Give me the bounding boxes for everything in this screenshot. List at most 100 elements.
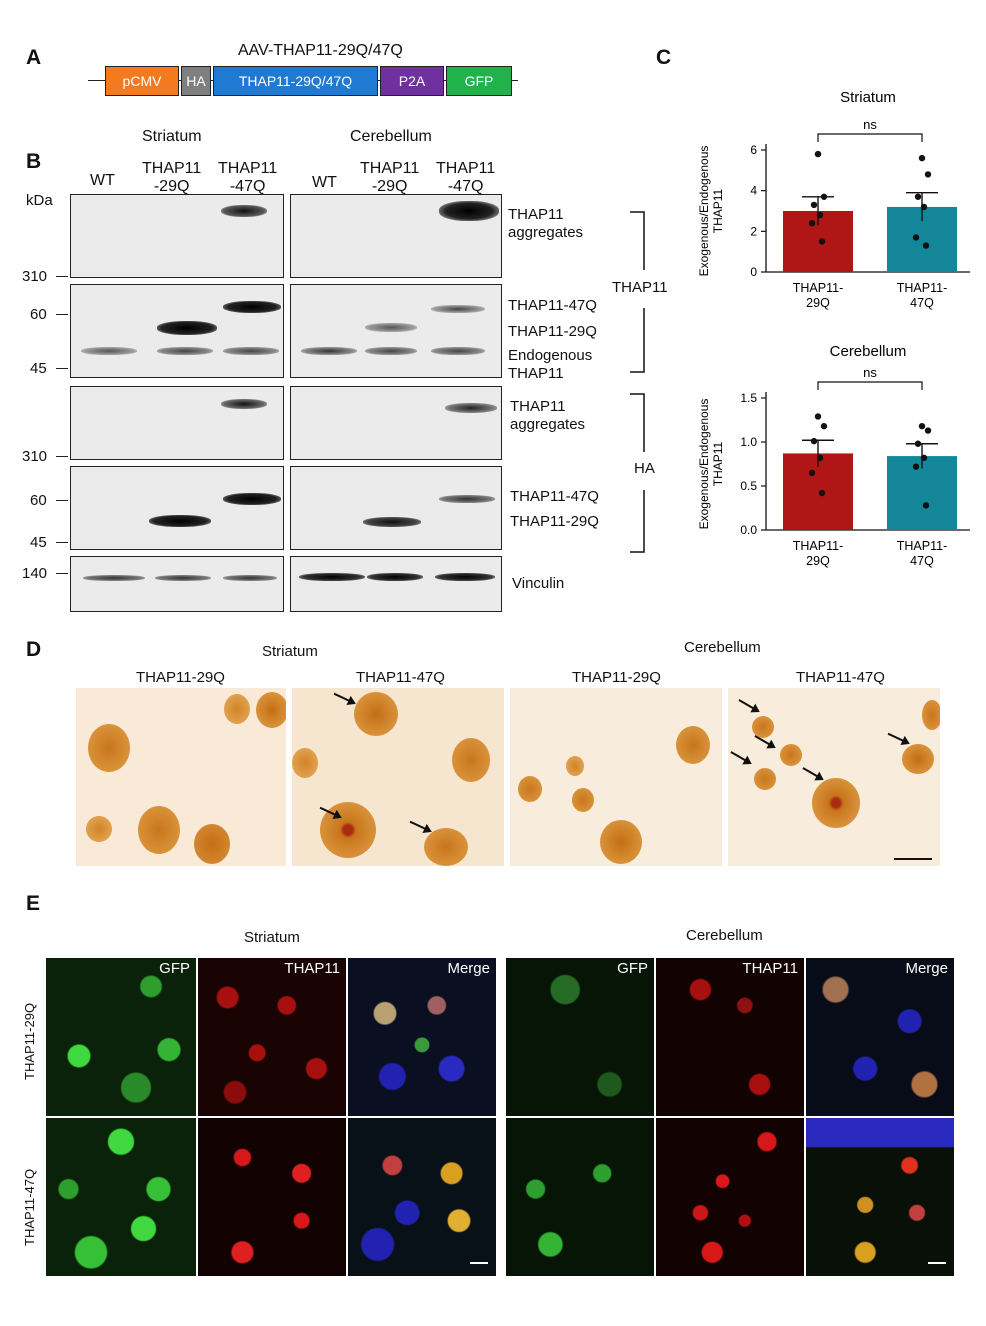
- wb-region-cerebellum: Cerebellum: [350, 128, 432, 145]
- bracket-label-thap11: THAP11: [612, 279, 668, 296]
- marker-310-a: 310: [22, 268, 48, 285]
- chart-1-ytick-label-2: 1.0: [740, 435, 757, 449]
- chart-0-point-1-2: [914, 193, 922, 200]
- construct-segment-p2a: P2A: [380, 66, 444, 96]
- chart-1-xlabel-0-1: 29Q: [806, 554, 830, 568]
- if-striatum-29q-merge: Merge: [348, 958, 496, 1116]
- chart-1-point-1-4: [912, 463, 920, 470]
- label-endogenous-thap11: Endogenous THAP11: [508, 347, 593, 382]
- construct-segment-thap11: THAP11-29Q/47Q: [213, 66, 378, 96]
- construct-segment-ha: HA: [181, 66, 211, 96]
- if-row-47q: THAP11-47Q: [22, 1168, 37, 1246]
- chart-0-ytick-label-0: 0: [750, 265, 757, 279]
- marker-45-b: 45: [30, 534, 47, 551]
- marker-45-a: 45: [30, 360, 47, 377]
- blot-ha-striatum: [70, 466, 284, 550]
- chart-0-point-0-3: [816, 211, 824, 219]
- ihc-image-striatum-29q: [76, 688, 286, 866]
- chart-1-point-1-0: [918, 422, 926, 430]
- if-cerebellum-29q-gfp: GFP: [506, 958, 654, 1116]
- chart-1-ytick-label-3: 1.5: [740, 391, 757, 405]
- ihc-col-1: THAP11-29Q: [136, 669, 225, 686]
- bracket-label-ha: HA: [634, 460, 655, 477]
- chart-0-point-1-5: [922, 242, 930, 249]
- if-cerebellum-29q-thap11: THAP11: [656, 958, 804, 1116]
- if-cerebellum-47q-merge: [806, 1118, 954, 1276]
- chart-0-ylabel-0: Exogenous/Endogenous: [697, 146, 711, 277]
- chart-1-ytick-label-1: 0.5: [740, 479, 757, 493]
- chart-1-sig-bracket: [817, 381, 923, 390]
- if-striatum-29q-gfp: GFP: [46, 958, 196, 1116]
- blot-thap11-striatum: [70, 284, 284, 378]
- chart-0-point-1-0: [918, 154, 926, 162]
- if-scale-bar-cerebellum: [928, 1262, 946, 1264]
- marker-60-a: 60: [30, 306, 47, 323]
- panel-label-d: D: [26, 638, 42, 661]
- ihc-region-striatum: Striatum: [262, 643, 318, 660]
- lane-label-29q-str: THAP11 -29Q: [142, 160, 202, 195]
- chart-1-point-1-5: [922, 502, 930, 509]
- chart-1-xlabel-1-0: THAP11-: [897, 539, 947, 553]
- kda-label: kDa: [26, 192, 53, 209]
- blot-vinculin-striatum: [70, 556, 284, 612]
- chart-0-point-0-5: [818, 238, 826, 245]
- chart-1-sig-label: ns: [863, 365, 877, 380]
- panel-label-b: B: [26, 150, 42, 173]
- ihc-scale-bar: [894, 858, 932, 860]
- blot-ha-cerebellum: [290, 466, 502, 550]
- chart-0-point-1-4: [912, 234, 920, 241]
- construct-segment-gfp: GFP: [446, 66, 512, 96]
- marker-140: 140: [22, 565, 48, 582]
- lane-label-47q-cb: THAP11 -47Q: [436, 160, 496, 195]
- chart-1-point-1-1: [924, 427, 932, 434]
- chart-0-ytick-label-1: 2: [750, 224, 757, 238]
- if-scale-bar-striatum: [470, 1262, 488, 1264]
- chart-1-ylabel-1: THAP11: [711, 441, 725, 486]
- blot-agg-striatum: [70, 194, 284, 278]
- label-thap11-aggregates: THAP11 aggregates: [508, 206, 584, 241]
- if-striatum-47q-gfp: [46, 1118, 196, 1276]
- chart-1-point-0-4: [808, 469, 816, 476]
- ihc-image-striatum-47q: [292, 688, 504, 866]
- chart-0-point-0-1: [820, 193, 828, 200]
- wb-brackets: [630, 211, 645, 553]
- chart-1-xlabel-1-1: 47Q: [910, 554, 934, 568]
- panel-label-e: E: [26, 892, 41, 915]
- chart-0-point-0-2: [810, 201, 818, 209]
- chart-1-ytick-label-0: 0.0: [740, 523, 757, 537]
- label-ha-aggregates: THAP11 aggregates: [510, 398, 586, 433]
- chart-1-xlabel-0-0: THAP11-: [793, 539, 843, 553]
- ihc-image-cerebellum-47q: [728, 688, 940, 866]
- label-thap11-47q: THAP11-47Q: [508, 297, 597, 314]
- if-cerebellum-47q-thap11: [656, 1118, 804, 1276]
- construct-segment-pcmv: pCMV: [105, 66, 179, 96]
- marker-60-b: 60: [30, 492, 47, 509]
- blot-vinculin-cerebellum: [290, 556, 502, 612]
- chart-0-point-0-0: [814, 150, 822, 158]
- if-cerebellum-29q-merge: Merge: [806, 958, 954, 1116]
- chart-1-point-0-2: [810, 437, 818, 445]
- if-region-striatum: Striatum: [244, 929, 300, 946]
- chart-0-xlabel-0-1: 29Q: [806, 296, 830, 310]
- label-thap11-29q: THAP11-29Q: [508, 323, 597, 340]
- if-region-cerebellum: Cerebellum: [686, 927, 763, 944]
- chart-0-point-1-3: [920, 203, 928, 211]
- chart-1-point-0-5: [818, 489, 826, 497]
- lane-label-29q-cb: THAP11 -29Q: [360, 160, 420, 195]
- chart-0-point-1-1: [924, 171, 932, 178]
- chart-1-point-0-1: [820, 422, 828, 430]
- panel-label-c: C: [656, 46, 672, 69]
- chart-0-sig-label: ns: [863, 117, 877, 132]
- construct-title: AAV-THAP11-29Q/47Q: [238, 42, 403, 59]
- blot-ha-agg-cerebellum: [290, 386, 502, 460]
- chart-0-title: Striatum: [840, 89, 896, 106]
- ihc-col-3: THAP11-29Q: [572, 669, 661, 686]
- lane-label-wt-str: WT: [90, 172, 115, 189]
- chart-1-point-1-2: [914, 440, 922, 447]
- lane-label-47q-str: THAP11 -47Q: [218, 160, 278, 195]
- chart-0-sig-bracket: [817, 133, 923, 142]
- chart-1-ylabel-0: Exogenous/Endogenous: [697, 399, 711, 530]
- blot-thap11-cerebellum: [290, 284, 502, 378]
- if-striatum-47q-merge: [348, 1118, 496, 1276]
